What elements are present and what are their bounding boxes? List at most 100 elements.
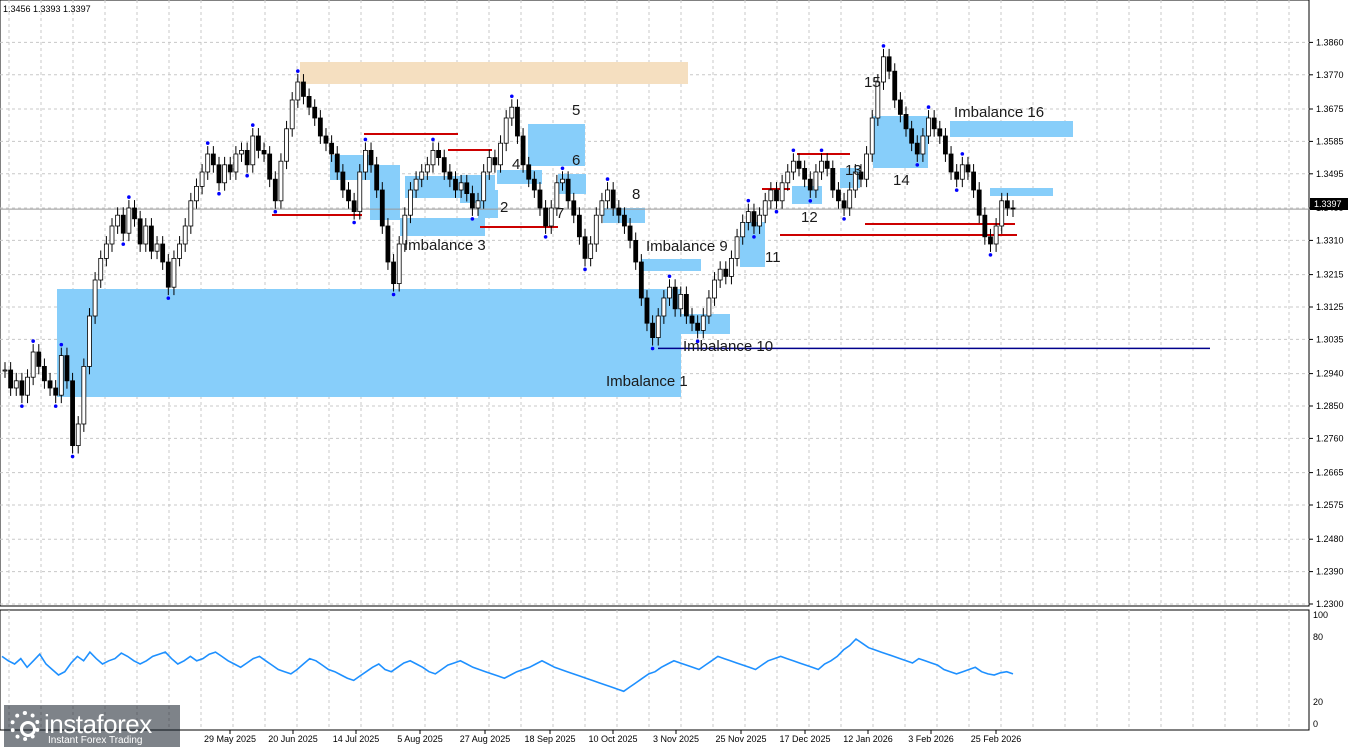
candle-body bbox=[464, 182, 470, 195]
candle-body bbox=[886, 56, 892, 72]
fractal-high bbox=[960, 152, 965, 156]
candle-body bbox=[413, 178, 419, 191]
zone-label: Imbalance 10 bbox=[683, 338, 773, 355]
candle-body bbox=[171, 257, 177, 288]
fractal-high bbox=[127, 195, 131, 199]
fractal-high bbox=[31, 339, 35, 343]
candle-body bbox=[70, 380, 75, 446]
time-axis: 29 May 2025 20 Jun 2025 14 Jul 2025 5 Aug 2… bbox=[204, 730, 1021, 744]
candle-body bbox=[616, 207, 622, 216]
fractal-high bbox=[59, 342, 64, 347]
candle-body bbox=[177, 243, 182, 259]
fractal-low bbox=[808, 199, 813, 203]
candle-body bbox=[498, 142, 503, 166]
candle-body bbox=[965, 164, 971, 173]
candle-body bbox=[807, 178, 813, 191]
candle-body bbox=[622, 214, 627, 227]
candle-body bbox=[19, 380, 25, 396]
candle-body bbox=[132, 207, 137, 220]
candle-body bbox=[250, 135, 256, 166]
candle-body bbox=[717, 268, 723, 281]
y-tick-label: 1.3310 bbox=[1316, 235, 1344, 245]
imbalance-zone bbox=[990, 188, 1053, 196]
candle-body bbox=[678, 293, 684, 310]
fractal-low bbox=[352, 220, 356, 225]
candle-body bbox=[762, 200, 768, 216]
candle-body bbox=[836, 189, 841, 202]
instaforex-logo: instaforex Instant Forex Trading bbox=[4, 705, 180, 747]
imbalance-zones bbox=[57, 62, 1073, 397]
candle-body bbox=[272, 178, 278, 202]
candle-body bbox=[931, 117, 937, 130]
candle-body bbox=[357, 171, 363, 212]
zone-label: Imbalance 9 bbox=[646, 238, 728, 255]
candle-body bbox=[346, 189, 351, 202]
candle-body bbox=[774, 189, 779, 202]
x-tick-label: 29 May 2025 bbox=[204, 734, 256, 744]
candle-body bbox=[768, 189, 774, 202]
price-levels bbox=[0, 133, 1309, 350]
candle-body bbox=[683, 293, 689, 317]
y-tick-label: 1.2390 bbox=[1316, 567, 1344, 577]
gear-icon bbox=[10, 711, 40, 741]
zone-label: 15 bbox=[864, 74, 881, 91]
fractal-low bbox=[752, 235, 756, 239]
imbalance-zone bbox=[950, 121, 1073, 137]
fractal-low bbox=[583, 267, 587, 272]
candle-body bbox=[982, 214, 988, 238]
candle-body bbox=[295, 81, 301, 101]
fractal-low bbox=[391, 292, 396, 297]
candle-body bbox=[222, 164, 228, 184]
candle-body bbox=[149, 225, 154, 252]
rsi-tick-label: 100 bbox=[1313, 610, 1328, 620]
candle-body bbox=[757, 214, 762, 227]
imbalance-zone bbox=[558, 174, 586, 194]
candle-body bbox=[526, 164, 532, 180]
candle-body bbox=[1004, 200, 1010, 209]
candle-body bbox=[605, 189, 610, 202]
candle-body bbox=[81, 365, 87, 425]
candle-body bbox=[515, 106, 520, 137]
rsi-line bbox=[1, 637, 1014, 693]
candle-body bbox=[374, 164, 380, 191]
fractal-low bbox=[245, 173, 249, 178]
imbalance-zone bbox=[57, 289, 681, 397]
candlesticks bbox=[2, 48, 1016, 454]
fractal-low bbox=[915, 163, 920, 167]
x-tick-label: 18 Sep 2025 bbox=[524, 734, 575, 744]
candle-body bbox=[881, 56, 886, 83]
candle-body bbox=[520, 135, 526, 166]
candle-body bbox=[672, 286, 678, 310]
fractal-high bbox=[791, 148, 796, 153]
candle-body bbox=[599, 200, 605, 216]
candle-body bbox=[160, 243, 166, 263]
x-tick-label: 3 Feb 2026 bbox=[908, 734, 954, 744]
x-tick-label: 17 Dec 2025 bbox=[779, 734, 830, 744]
imbalance-zone bbox=[792, 186, 822, 204]
candle-body bbox=[430, 149, 436, 166]
candle-body bbox=[284, 128, 289, 162]
candle-body bbox=[137, 218, 143, 245]
supply-zone bbox=[300, 62, 688, 84]
rsi-tick-label: 80 bbox=[1313, 632, 1323, 642]
candle-body bbox=[650, 322, 655, 339]
imbalance-zone bbox=[641, 259, 701, 271]
candle-body bbox=[244, 149, 250, 166]
current-price-label: 1.3397 bbox=[1314, 199, 1342, 209]
candle-body bbox=[582, 236, 588, 259]
candle-body bbox=[58, 355, 64, 396]
candle-body bbox=[340, 171, 346, 191]
candle-body bbox=[503, 117, 509, 144]
zone-label: 8 bbox=[632, 186, 640, 203]
candle-body bbox=[571, 200, 577, 216]
candle-body bbox=[402, 214, 408, 245]
current-price-tag: 1.3397 bbox=[1310, 198, 1348, 210]
candle-body bbox=[813, 171, 819, 191]
y-tick-label: 1.2760 bbox=[1316, 433, 1344, 443]
y-tick-label: 1.2665 bbox=[1316, 468, 1344, 478]
candle-body bbox=[864, 153, 869, 180]
candle-body bbox=[312, 106, 318, 119]
candle-body bbox=[424, 164, 430, 173]
imbalance-zone bbox=[873, 116, 928, 168]
candle-body bbox=[869, 117, 875, 155]
